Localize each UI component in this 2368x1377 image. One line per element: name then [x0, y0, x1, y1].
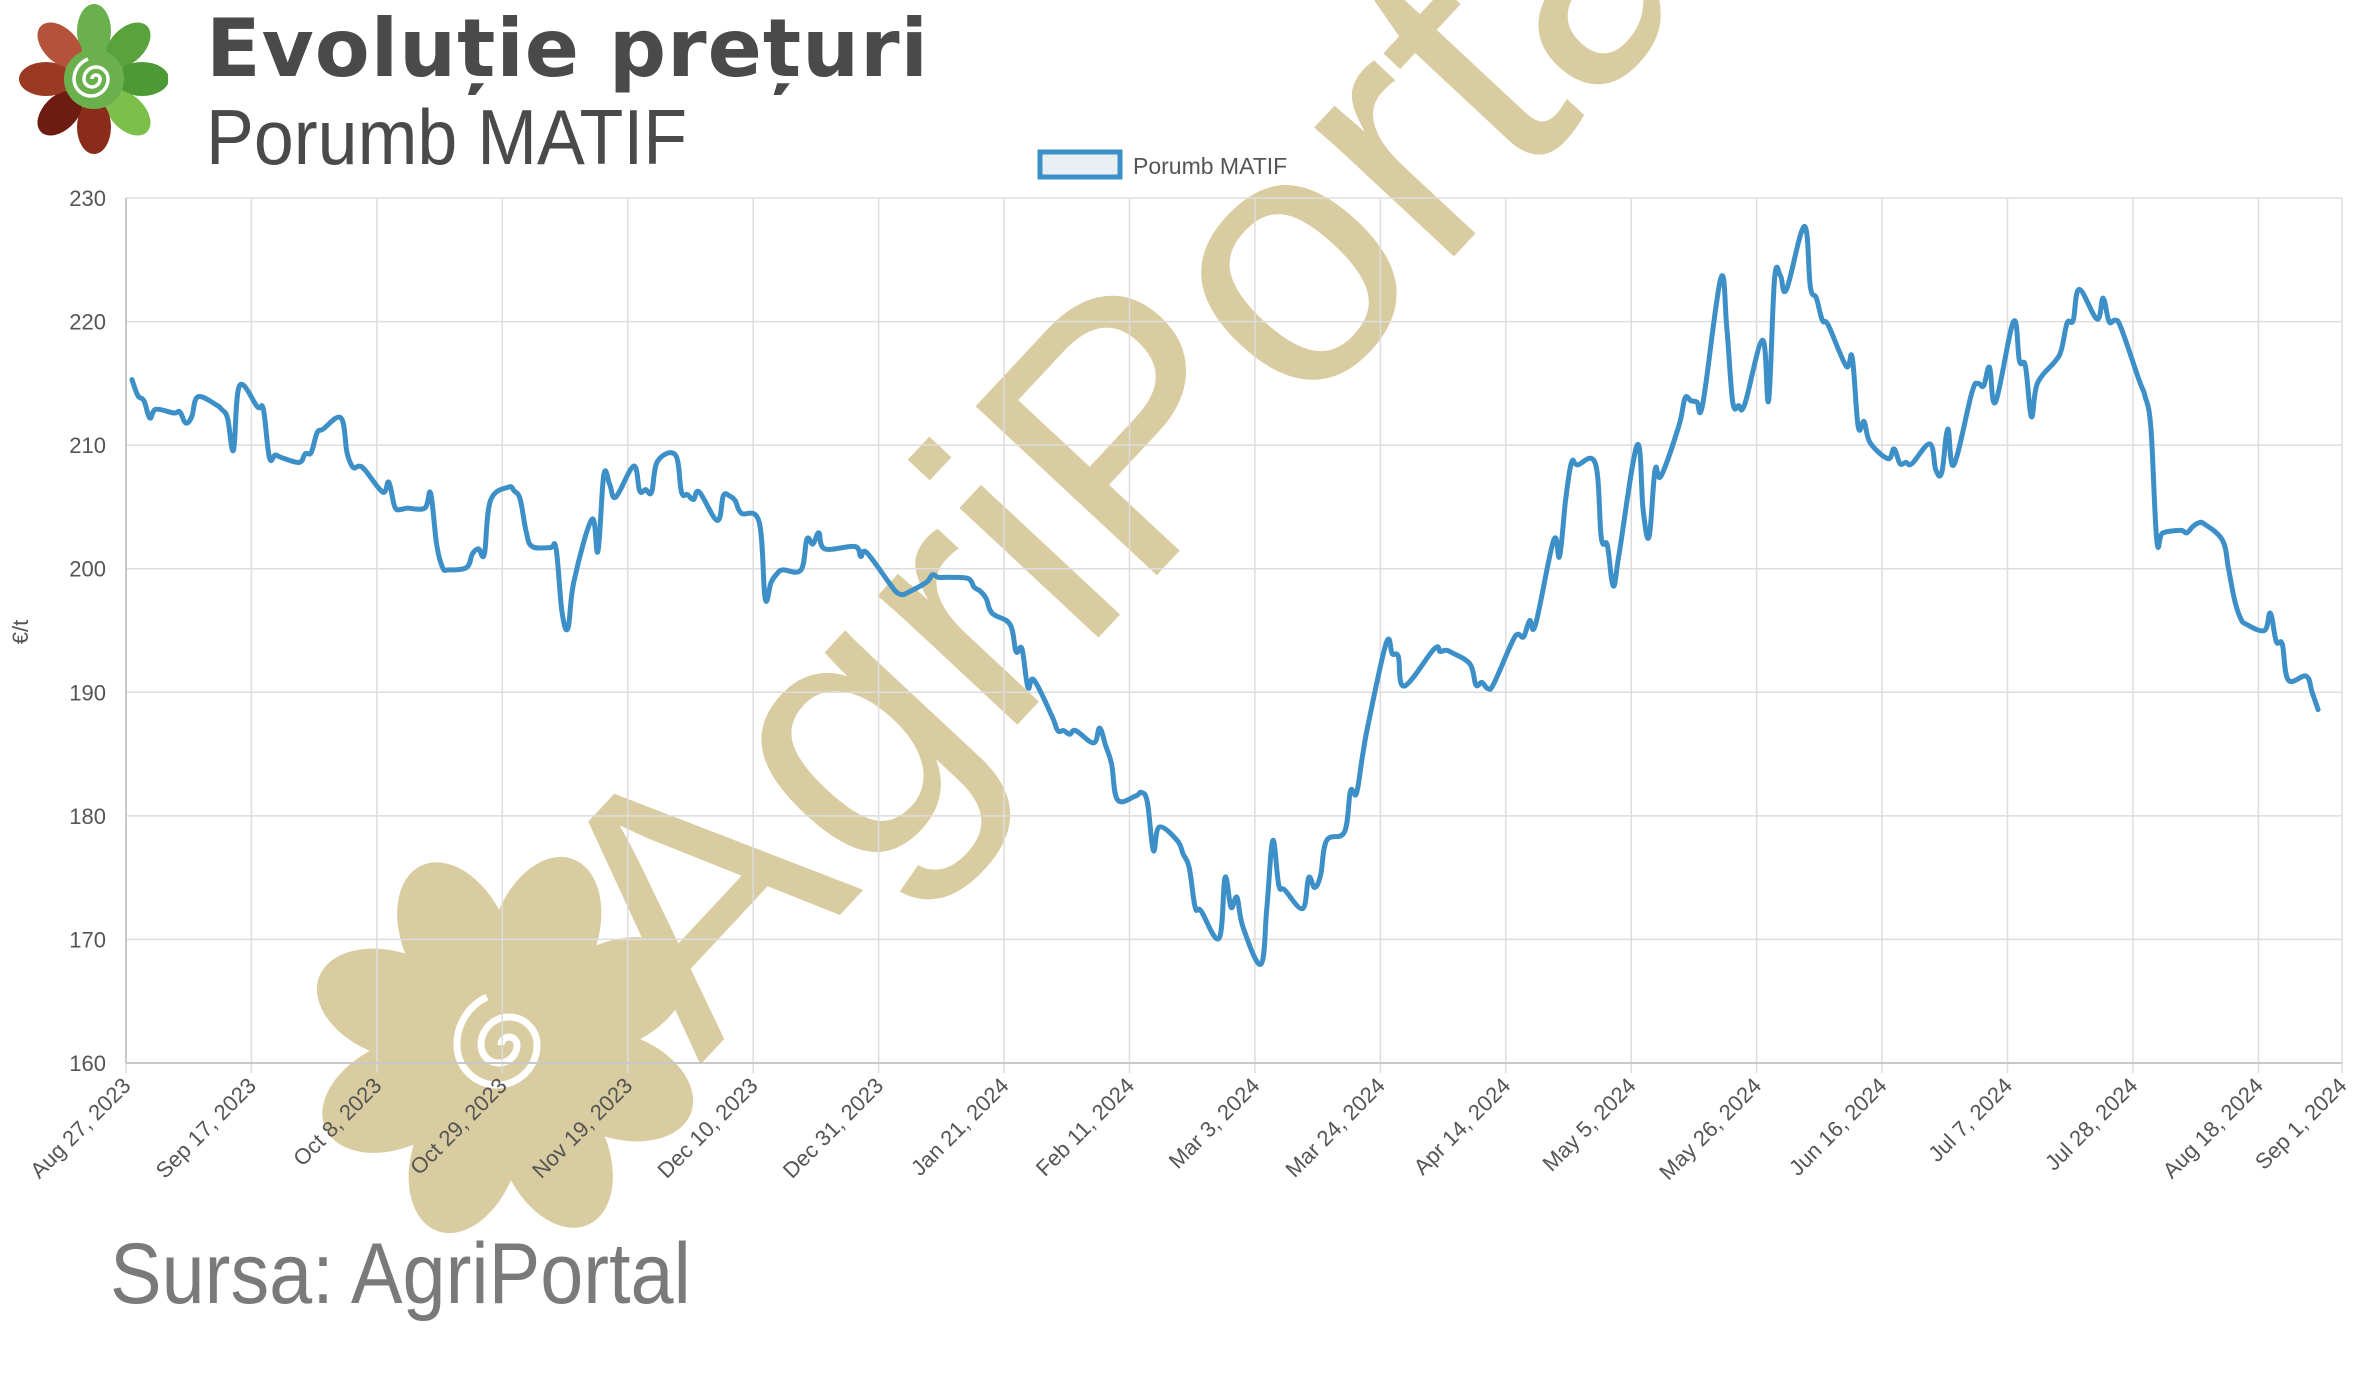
watermark-flower-icon: [316, 856, 694, 1234]
legend-label: Porumb MATIF: [1133, 153, 1287, 179]
x-tick-label: Dec 31, 2023: [778, 1073, 888, 1183]
header: Evoluție prețuri Porumb MATIF: [0, 0, 2368, 190]
y-tick-label: 200: [69, 557, 106, 582]
x-tick-label: May 26, 2024: [1654, 1073, 1766, 1185]
watermark-spiral: [453, 993, 541, 1089]
x-tick-label: May 5, 2024: [1537, 1073, 1640, 1176]
agriportal-logo-icon: [19, 4, 168, 154]
y-tick-label: 160: [69, 1051, 106, 1076]
page-title: Evoluție prețuri: [206, 2, 929, 95]
source-caption: Sursa: AgriPortal: [110, 1226, 691, 1322]
x-tick-label: Sep 17, 2023: [151, 1073, 261, 1183]
y-tick-label: 170: [69, 927, 106, 952]
chart-axes: [125, 198, 2342, 1064]
page-subtitle: Porumb MATIF: [206, 93, 688, 181]
series-line-porumb-matif: [129, 223, 2321, 967]
watermark-petal: [322, 1036, 474, 1153]
x-tick-label: Jul 7, 2024: [1923, 1073, 2017, 1167]
x-tick-label: Mar 3, 2024: [1164, 1073, 1265, 1174]
watermark-petal: [536, 937, 688, 1054]
series-porumb-matif: [129, 223, 2321, 967]
legend-swatch: [1037, 149, 1123, 180]
watermark-petal: [496, 1076, 613, 1228]
y-tick-label: 230: [69, 186, 106, 211]
x-tick-label: Mar 24, 2024: [1281, 1073, 1390, 1182]
y-tick-label: 190: [69, 680, 106, 705]
y-tick-label: 210: [69, 433, 106, 458]
x-tick-label: Apr 14, 2024: [1409, 1073, 1516, 1180]
x-tick-label: Feb 11, 2024: [1031, 1073, 1139, 1181]
x-tick-label: Jul 28, 2024: [2040, 1073, 2142, 1175]
chart-legend[interactable]: Porumb MATIF: [1037, 149, 1287, 180]
x-tick-label: Jan 21, 2024: [906, 1073, 1014, 1181]
x-tick-label: Jun 16, 2024: [1784, 1073, 1892, 1181]
y-axis-label: €/t: [8, 620, 33, 644]
x-tick-label: Aug 27, 2023: [25, 1073, 135, 1183]
x-tick-label: Aug 18, 2024: [2158, 1073, 2268, 1183]
y-axis-ticks: 160 170 180 190 200 210 220 230: [69, 186, 106, 1076]
y-tick-label: 180: [69, 804, 106, 829]
y-tick-label: 220: [69, 310, 106, 335]
watermark-petal: [397, 862, 514, 1014]
